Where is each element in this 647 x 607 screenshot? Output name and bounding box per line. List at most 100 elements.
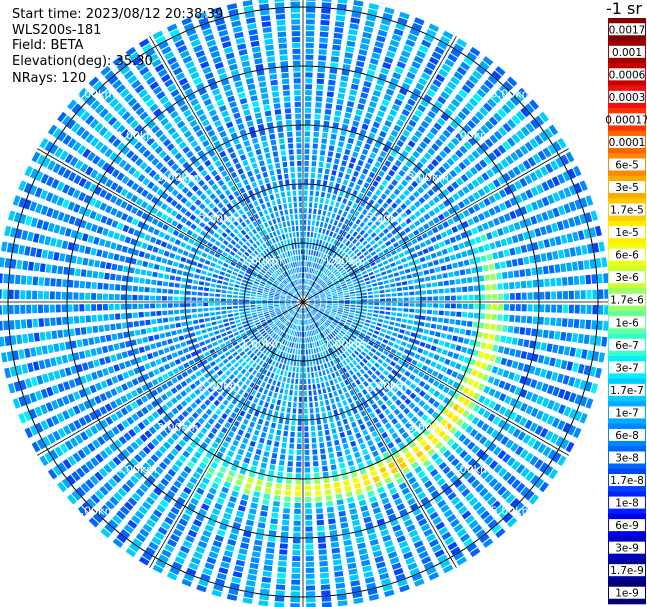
ppi-cell	[591, 320, 597, 330]
ppi-cell	[262, 332, 268, 337]
ppi-cell	[350, 580, 360, 587]
ppi-cell	[471, 445, 480, 454]
ppi-cell	[335, 396, 340, 403]
ppi-cell	[540, 253, 547, 262]
ppi-cell	[421, 309, 427, 314]
ppi-cell	[467, 458, 477, 467]
ppi-cell	[337, 311, 343, 315]
ppi-cell	[91, 371, 98, 380]
ppi-cell	[321, 282, 326, 287]
ppi-cell	[351, 216, 357, 222]
ppi-cell	[256, 392, 261, 399]
ppi-cell	[305, 514, 313, 520]
ppi-cell	[327, 224, 332, 230]
ppi-cell	[545, 304, 551, 313]
ppi-cell	[207, 466, 216, 475]
ppi-cell	[349, 273, 355, 278]
ppi-cell	[139, 483, 149, 493]
ppi-cell	[63, 266, 69, 275]
ppi-cell	[251, 346, 257, 352]
ppi-cell	[414, 200, 421, 208]
ppi-cell	[206, 327, 213, 332]
ppi-cell	[82, 445, 91, 456]
ppi-cell	[444, 310, 450, 316]
ppi-cell	[85, 281, 91, 289]
ppi-cell	[62, 316, 68, 325]
ppi-cell	[247, 281, 253, 285]
ppi-cell	[291, 567, 301, 573]
ppi-cell	[78, 402, 86, 412]
ppi-cell	[307, 373, 311, 378]
ppi-cell	[248, 359, 254, 366]
ppi-cell	[472, 380, 480, 389]
ppi-cell	[268, 303, 274, 306]
ppi-cell	[191, 337, 198, 343]
ppi-cell	[131, 492, 141, 502]
ppi-cell	[2, 305, 8, 315]
ppi-cell	[156, 303, 161, 309]
ppi-cell	[440, 265, 447, 271]
ppi-cell	[313, 275, 316, 281]
ppi-cell	[371, 430, 379, 438]
ppi-cell	[318, 430, 323, 437]
ppi-cell	[300, 355, 303, 361]
ppi-cell	[105, 334, 112, 342]
ppi-cell	[251, 291, 257, 294]
ppi-cell	[507, 425, 516, 435]
ppi-cell	[552, 386, 560, 397]
ppi-cell	[418, 550, 429, 559]
ppi-cell	[47, 468, 58, 480]
ppi-cell	[145, 278, 151, 285]
ppi-cell	[160, 356, 168, 363]
ppi-cell	[506, 236, 513, 245]
ppi-cell	[347, 348, 353, 354]
ppi-cell	[408, 441, 417, 449]
ppi-cell	[400, 546, 411, 554]
ppi-cell	[568, 376, 576, 387]
ppi-cell	[509, 384, 517, 394]
ppi-cell	[539, 226, 547, 236]
ppi-cell	[45, 192, 54, 202]
ppi-cell	[495, 66, 506, 76]
ppi-cell	[452, 244, 460, 251]
ppi-cell	[312, 238, 316, 244]
ppi-cell	[307, 319, 309, 325]
ppi-cell	[320, 274, 325, 279]
ppi-cell	[349, 574, 359, 581]
ppi-cell	[294, 390, 298, 396]
ppi-cell	[279, 303, 285, 305]
ppi-cell	[479, 60, 490, 71]
ppi-cell	[50, 237, 57, 247]
ppi-cell	[366, 527, 376, 535]
ppi-cell	[299, 379, 303, 385]
ppi-cell	[603, 320, 609, 331]
ppi-cell	[476, 466, 485, 475]
ppi-cell	[378, 285, 384, 290]
ppi-cell	[235, 319, 241, 323]
ppi-cell	[483, 243, 490, 252]
ppi-cell	[376, 561, 386, 569]
ppi-cell	[20, 275, 27, 285]
ppi-cell	[305, 78, 313, 84]
ppi-cell	[390, 77, 399, 85]
ppi-cell	[139, 277, 145, 284]
ppi-cell	[251, 288, 257, 292]
ppi-cell	[519, 145, 529, 155]
ppi-cell	[462, 286, 468, 292]
ppi-cell	[472, 404, 481, 413]
ppi-cell	[295, 306, 299, 311]
ppi-cell	[329, 458, 336, 465]
ppi-cell	[285, 328, 290, 333]
ppi-cell	[337, 594, 347, 601]
ppi-cell	[186, 368, 193, 375]
ppi-cell	[482, 185, 491, 194]
ppi-cell	[585, 398, 594, 409]
ppi-cell	[420, 475, 430, 484]
ppi-cell	[396, 61, 406, 69]
ppi-cell	[225, 507, 234, 514]
ppi-cell	[434, 138, 444, 147]
ppi-cell	[476, 224, 484, 233]
ppi-cell	[438, 241, 446, 248]
ppi-cell	[317, 264, 322, 270]
ppi-cell	[520, 107, 530, 118]
